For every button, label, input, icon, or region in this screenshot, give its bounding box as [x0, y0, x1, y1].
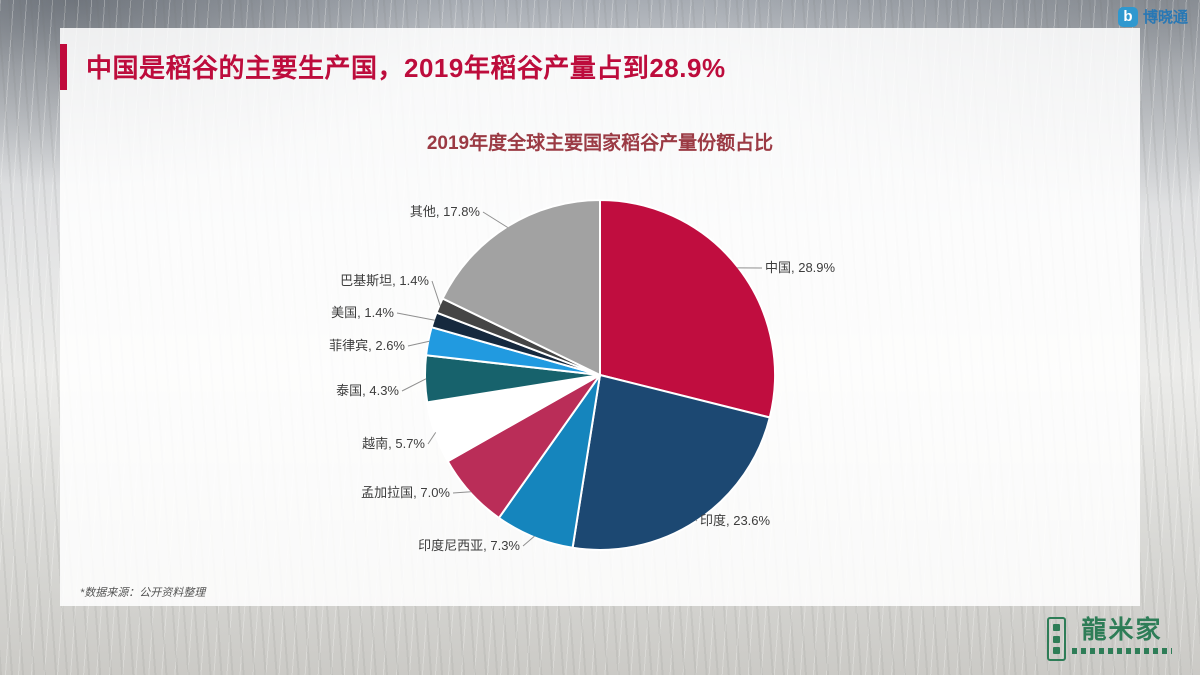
- longmijia-logo-text: 龍米家: [1081, 617, 1163, 644]
- content-panel: [60, 28, 1140, 606]
- longmijia-logo: 龍米家: [1047, 617, 1172, 661]
- boxiaotong-logo-text: 博晓通: [1142, 9, 1188, 26]
- slide-title: 中国是稻谷的主要生产国，2019年稻谷产量占到28.9%: [86, 53, 726, 83]
- boxiaotong-logo: b 博晓通: [1117, 6, 1188, 27]
- longmijia-seal-icon: [1047, 617, 1066, 661]
- title-accent-bar: [60, 44, 67, 90]
- chart-title: 2019年度全球主要国家稻谷产量份额占比: [426, 133, 774, 154]
- longmijia-tagline-decoration: [1072, 648, 1172, 654]
- data-source-note: *数据来源：公开资料整理: [80, 587, 206, 599]
- boxiaotong-logo-icon: b: [1117, 6, 1138, 27]
